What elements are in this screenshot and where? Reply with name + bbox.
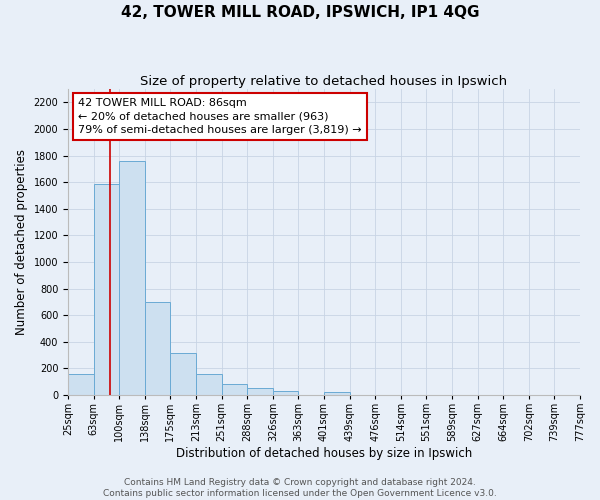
Title: Size of property relative to detached houses in Ipswich: Size of property relative to detached ho… [140, 75, 508, 88]
Bar [145, 302, 170, 395]
Y-axis label: Number of detached properties: Number of detached properties [15, 149, 28, 335]
Bar [221, 384, 247, 395]
Bar [119, 161, 145, 395]
Bar [324, 392, 350, 395]
Text: 42, TOWER MILL ROAD, IPSWICH, IP1 4QG: 42, TOWER MILL ROAD, IPSWICH, IP1 4QG [121, 5, 479, 20]
Bar [247, 388, 273, 395]
Text: Contains HM Land Registry data © Crown copyright and database right 2024.
Contai: Contains HM Land Registry data © Crown c… [103, 478, 497, 498]
Bar [273, 391, 298, 395]
Bar [68, 374, 94, 395]
Text: 42 TOWER MILL ROAD: 86sqm
← 20% of detached houses are smaller (963)
79% of semi: 42 TOWER MILL ROAD: 86sqm ← 20% of detac… [78, 98, 362, 134]
Bar [94, 184, 119, 395]
Bar [170, 353, 196, 395]
X-axis label: Distribution of detached houses by size in Ipswich: Distribution of detached houses by size … [176, 447, 472, 460]
Bar [196, 374, 221, 395]
